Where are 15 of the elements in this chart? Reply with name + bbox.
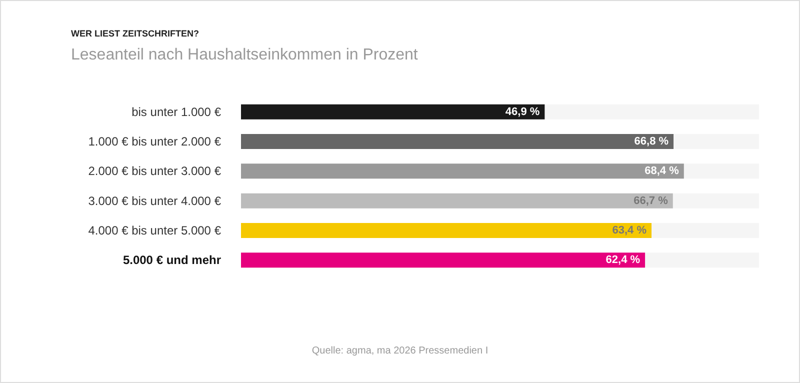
data-label: 63,4 % bbox=[612, 224, 647, 236]
data-label: 66,7 % bbox=[634, 194, 668, 207]
chart-subtitle: Leseanteil nach Haushaltseinkommen in Prozent bbox=[71, 46, 418, 64]
y-tick-label: 4.000 € bis unter 5.000 € bbox=[88, 224, 222, 238]
data-label: 68,4 % bbox=[644, 165, 680, 178]
y-tick-label: 3.000 € bis unter 4.000 € bbox=[88, 194, 222, 208]
y-tick-label: bis unter 1.000 € bbox=[132, 104, 222, 119]
source-note: Quelle: agma, ma 2026 Pressemedien I bbox=[312, 346, 488, 356]
text: WER LIEST ZEITSCHRIFTEN? bbox=[71, 28, 199, 38]
data-label: 62,4 % bbox=[606, 254, 640, 266]
y-tick-label: 5.000 € und mehr bbox=[122, 253, 222, 268]
y-tick-label: 2.000 € bis unter 3.000 € bbox=[88, 164, 222, 178]
data-label: 46,9 % bbox=[505, 106, 540, 118]
y-tick-label: 1.000 € bis unter 2.000 € bbox=[88, 134, 222, 148]
data-label: 66,8 % bbox=[634, 136, 669, 148]
